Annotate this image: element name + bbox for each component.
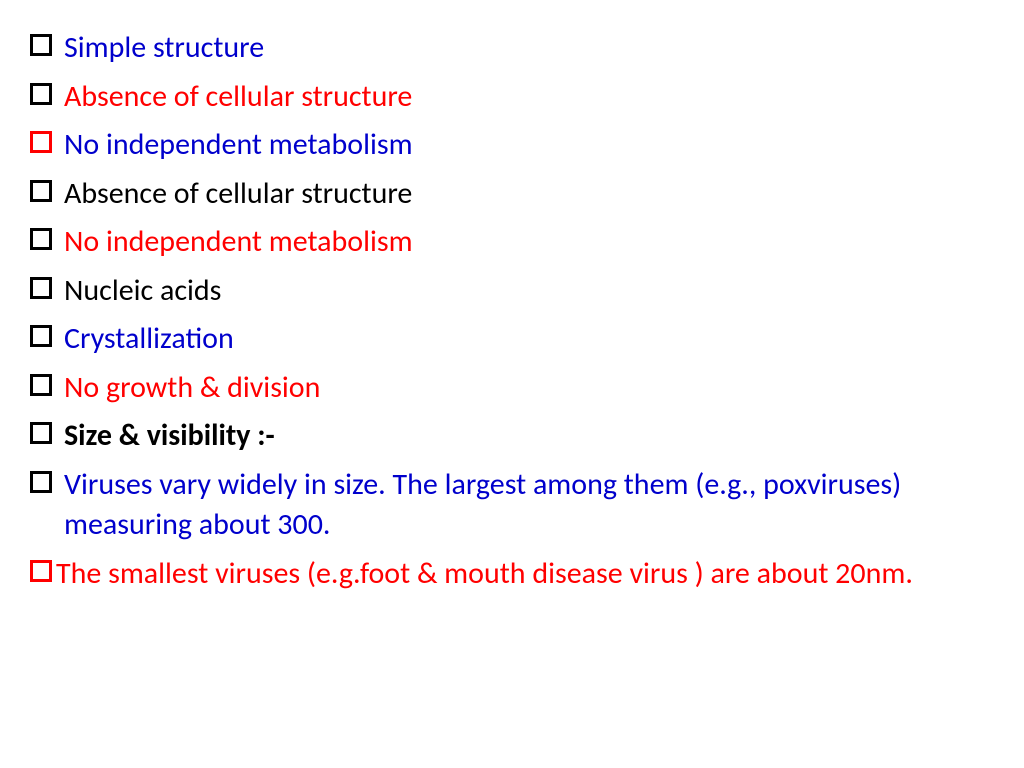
bullet-list: Simple structure Absence of cellular stru… [30,28,994,594]
list-item: Crystallization [30,319,994,360]
list-item-text: The smallest viruses (e.g.foot & mouth d… [56,554,913,595]
list-item-text: No growth & division [64,368,320,409]
list-item: Absence of cellular structure [30,174,994,215]
square-bullet-icon [30,471,52,493]
list-item-text: Viruses vary widely in size. The largest… [64,465,984,546]
list-item-text: No independent metabolism [64,125,413,166]
square-bullet-icon [30,560,52,582]
square-bullet-icon [30,83,52,105]
square-bullet-icon [30,228,52,250]
list-item: Nucleic acids [30,271,994,312]
list-item-text: Absence of cellular structure [64,174,412,215]
list-item-text: Crystallization [64,319,234,360]
square-bullet-icon [30,277,52,299]
list-item-text: No independent metabolism [64,222,413,263]
list-item: Absence of cellular structure [30,77,994,118]
list-item-text: Absence of cellular structure [64,77,412,118]
list-item-text: Size & visibility :- [64,416,275,457]
square-bullet-icon [30,422,52,444]
list-item: Simple structure [30,28,994,69]
list-item-text: Nucleic acids [64,271,221,312]
list-item-text: Simple structure [64,28,264,69]
square-bullet-icon [30,325,52,347]
list-item: Size & visibility :- [30,416,994,457]
list-item: The smallest viruses (e.g.foot & mouth d… [30,554,994,595]
list-item: Viruses vary widely in size. The largest… [30,465,994,546]
list-item: No independent metabolism [30,222,994,263]
square-bullet-icon [30,34,52,56]
square-bullet-icon [30,131,52,153]
list-item: No growth & division [30,368,994,409]
square-bullet-icon [30,180,52,202]
square-bullet-icon [30,374,52,396]
list-item: No independent metabolism [30,125,994,166]
